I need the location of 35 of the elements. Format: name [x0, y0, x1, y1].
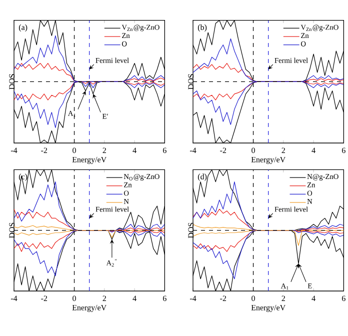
x-axis-title: Energy/eV — [251, 156, 286, 164]
x-tick-label: 0 — [252, 148, 255, 154]
x-tick-label: 4 — [312, 148, 316, 153]
x-tick-label: 0 — [72, 296, 76, 302]
x-tick-label: 2 — [102, 148, 106, 154]
x-tick-label: 2 — [282, 296, 285, 302]
x-tick-label: 6 — [163, 296, 166, 302]
y-axis-title: DOS — [9, 74, 15, 90]
x-axis-title: Energy/eV — [72, 156, 107, 164]
x-tick-label: 4 — [312, 296, 316, 301]
x-tick-label: 0 — [72, 148, 76, 154]
x-tick-label: -2 — [41, 296, 48, 302]
x-tick-label: 2 — [282, 148, 285, 154]
x-tick-label: 0 — [252, 296, 255, 302]
x-tick-label: -2 — [220, 296, 226, 302]
x-tick-label: -2 — [41, 148, 48, 154]
y-axis-title: DOS — [188, 74, 194, 90]
x-axis-title: Energy/eV — [72, 304, 107, 312]
x-axis-title: Energy/eV — [251, 304, 286, 312]
x-tick-label: 6 — [342, 296, 346, 302]
y-axis-title: DOS — [9, 222, 15, 238]
x-tick-label: 6 — [163, 148, 166, 154]
x-tick-label: -4 — [10, 148, 18, 153]
x-tick-label: -4 — [190, 296, 196, 301]
x-tick-label: -4 — [10, 296, 18, 301]
x-tick-label: -2 — [220, 148, 226, 154]
x-tick-label: -4 — [190, 148, 196, 153]
x-tick-label: 4 — [132, 148, 136, 153]
chart-title: (d) — [198, 174, 207, 181]
chart-title: (b) — [198, 24, 207, 32]
chart-title: (a) — [18, 24, 28, 32]
y-axis-title: DOS — [188, 222, 194, 238]
x-tick-label: 2 — [102, 296, 106, 302]
x-tick-label: 6 — [342, 148, 346, 154]
x-tick-label: 4 — [132, 296, 136, 301]
